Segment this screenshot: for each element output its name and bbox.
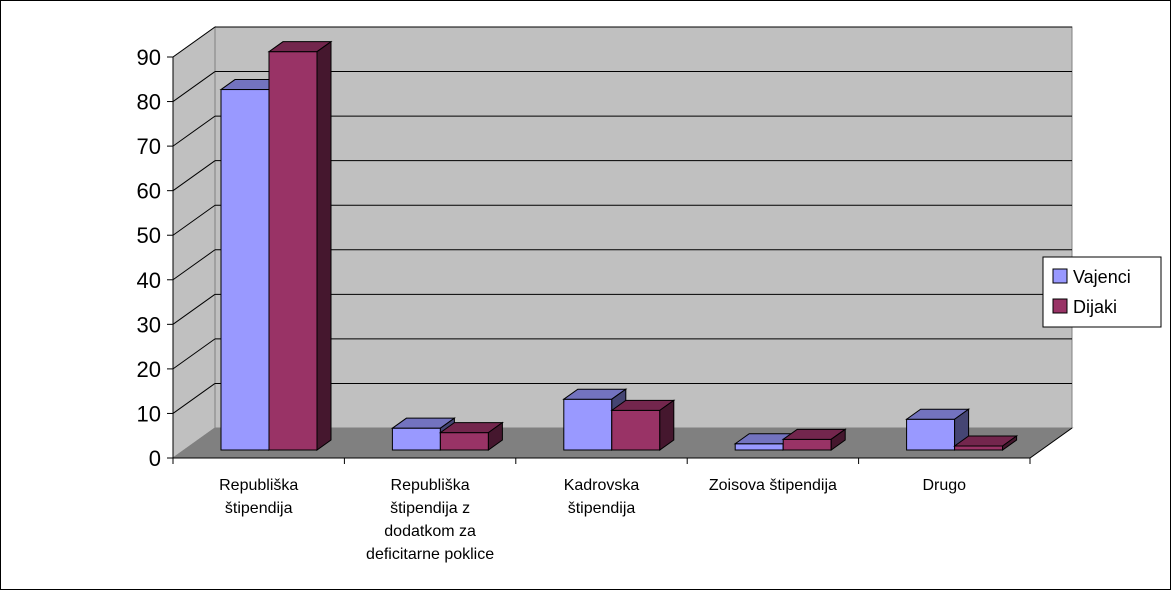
legend-label: Vajenci: [1073, 267, 1131, 287]
x-tick-label: Zoisova štipendija: [709, 477, 837, 494]
bar: [954, 445, 1004, 451]
x-tick-label: Drugo: [923, 477, 967, 494]
bar-side: [1002, 435, 1018, 451]
y-tick-label: 70: [137, 134, 161, 159]
bar: [782, 438, 832, 451]
y-tick-label: 10: [137, 401, 161, 426]
bar: [563, 398, 613, 451]
y-tick-label: 80: [137, 90, 161, 115]
y-tick-label: 0: [149, 446, 161, 471]
bar-side: [487, 421, 503, 451]
bar: [439, 432, 489, 451]
gridline-side: [172, 204, 216, 236]
bar: [906, 418, 956, 451]
bar: [220, 89, 270, 451]
y-tick-label: 50: [137, 223, 161, 248]
x-tick-label: Kadrovska štipendija: [564, 477, 640, 517]
gridline-side: [172, 338, 216, 370]
floor-edge: [1029, 427, 1073, 459]
legend-swatch: [1052, 268, 1068, 284]
y-tick-label: 40: [137, 268, 161, 293]
y-tick-label: 90: [137, 45, 161, 70]
bar: [611, 409, 661, 451]
gridline-side: [172, 71, 216, 102]
bar-side: [316, 40, 332, 451]
side-wall: [172, 26, 216, 459]
bar-side: [659, 399, 675, 451]
y-tick-label: 20: [137, 357, 161, 382]
back-wall: [214, 26, 1073, 429]
bar: [391, 427, 441, 451]
bar-chart: 0 10 20 30 40 50 60 70 80 90 Republiška štipendija R…: [137, 26, 1162, 563]
bar-side: [830, 428, 846, 451]
legend-swatch: [1052, 298, 1068, 314]
bar: [734, 443, 784, 451]
legend-label: Dijaki: [1073, 297, 1117, 317]
gridline-side: [172, 293, 216, 325]
gridline-side: [172, 26, 216, 58]
gridline-side: [172, 160, 216, 192]
bar: [268, 51, 318, 451]
x-tick-label: Republiška štipendija: [219, 477, 298, 517]
gridline-side: [172, 115, 216, 147]
x-tick-label: Republiška štipendija z dodatkom za deficit…: [366, 477, 494, 563]
y-tick-label: 30: [137, 312, 161, 337]
y-tick-label: 60: [137, 179, 161, 204]
gridline-side: [172, 249, 216, 281]
gridline-side: [172, 383, 216, 414]
